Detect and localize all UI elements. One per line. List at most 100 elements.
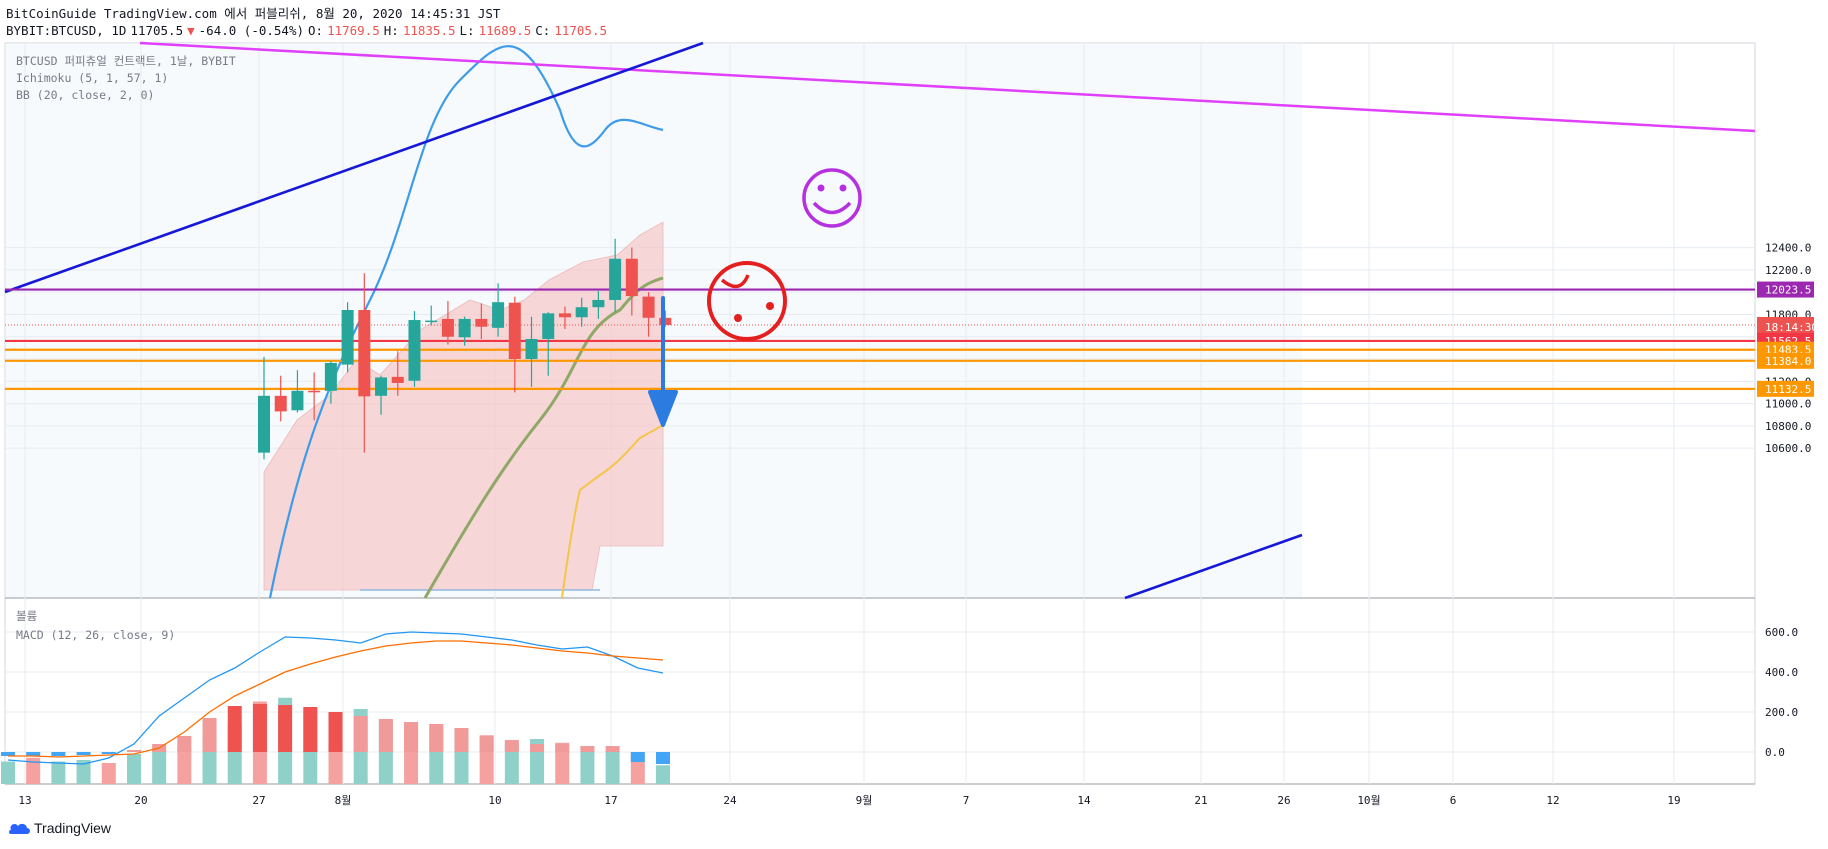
dizzy-face-icon xyxy=(707,261,787,341)
dizzy-face-brow-icon xyxy=(720,274,750,289)
macd-tick-label: 400.0 xyxy=(1765,666,1798,679)
macd-histogram-bar xyxy=(202,718,217,752)
low-label: L: xyxy=(459,23,475,38)
candle-body[interactable] xyxy=(324,362,337,391)
candle-body[interactable] xyxy=(575,307,588,318)
candle-body[interactable] xyxy=(341,310,354,365)
candle-body[interactable] xyxy=(258,395,270,453)
happy-face-icon xyxy=(802,168,862,228)
time-tick-label: 20 xyxy=(134,794,147,807)
price-label-box xyxy=(1757,281,1814,298)
macd-histogram-bar xyxy=(328,712,343,752)
price-label: 18:14:30 xyxy=(1765,321,1818,334)
down-arrow-icon xyxy=(648,296,678,427)
descending-trend-line xyxy=(139,41,1756,133)
volume-legend: 볼륨 xyxy=(16,609,37,623)
candle-body[interactable] xyxy=(425,320,438,323)
candle-body[interactable] xyxy=(408,320,421,381)
price-tick-label: 10600.0 xyxy=(1765,442,1811,455)
time-tick-label: 13 xyxy=(18,794,31,807)
close-value: 11705.5 xyxy=(554,23,607,38)
candle-body[interactable] xyxy=(475,318,488,327)
macd-histogram-bar xyxy=(1,752,15,756)
macd-histogram-bar xyxy=(353,716,368,752)
macd-histogram-bar xyxy=(51,752,66,756)
candle-body[interactable] xyxy=(625,258,638,297)
ichimoku-legend: Ichimoku (5, 1, 57, 1) xyxy=(16,71,168,85)
publish-line: BitCoinGuide TradingView.com 에서 퍼블리쉬, 8월… xyxy=(6,6,501,21)
candle-body[interactable] xyxy=(375,377,388,396)
change-value: -64.0 (-0.54%) xyxy=(198,23,304,38)
volume-bar xyxy=(555,742,570,784)
price-label-box xyxy=(1757,319,1814,336)
close-label: C: xyxy=(535,23,551,38)
dizzy-face-eye-icon xyxy=(734,314,742,322)
volume-bar xyxy=(152,750,167,784)
happy-face-eye-icon xyxy=(817,184,825,192)
time-tick-label: 12 xyxy=(1546,794,1559,807)
volume-bar xyxy=(76,760,91,784)
macd-histogram-bar xyxy=(429,724,444,752)
candle-body[interactable] xyxy=(508,302,521,360)
macd-histogram-bar xyxy=(504,740,519,752)
volume-bar xyxy=(101,763,116,784)
candle-body[interactable] xyxy=(308,390,321,393)
candle-body[interactable] xyxy=(458,318,471,338)
candle-body[interactable] xyxy=(525,338,538,360)
volume-bar xyxy=(126,754,141,784)
footer-brand: TradingView xyxy=(34,820,112,836)
price-tick-label: 12200.0 xyxy=(1765,264,1811,277)
macd-tick-label: 600.0 xyxy=(1765,626,1798,639)
macd-histogram-bar xyxy=(580,746,595,752)
time-tick-label: 27 xyxy=(252,794,265,807)
symbol-label: BYBIT:BTCUSD, 1D xyxy=(6,23,127,38)
macd-histogram-bar xyxy=(479,736,494,752)
volume-bar xyxy=(51,761,66,784)
candle-body[interactable] xyxy=(391,376,404,383)
candle-body[interactable] xyxy=(492,302,505,328)
chart-header: BitCoinGuide TradingView.com 에서 퍼블리쉬, 8월… xyxy=(6,5,611,39)
symbol-legend: BTCUSD 퍼피츄얼 컨트랙트, 1날, BYBIT xyxy=(16,54,236,68)
volume-bar xyxy=(1,761,15,784)
open-value: 11769.5 xyxy=(327,23,380,38)
macd-histogram-bar xyxy=(101,752,116,754)
footer: TradingView xyxy=(8,820,111,836)
last-price: 11705.5 xyxy=(130,23,184,38)
price-tick-label: 11000.0 xyxy=(1765,398,1811,411)
time-tick-label: 21 xyxy=(1194,794,1207,807)
open-label: O: xyxy=(308,23,324,38)
low-value: 11689.5 xyxy=(478,23,532,38)
candle-body[interactable] xyxy=(659,317,672,325)
price-tick-label: 10800.0 xyxy=(1765,420,1811,433)
time-tick-label: 9월 xyxy=(856,794,873,807)
ichimoku-lagging-line xyxy=(561,424,664,599)
candle-body[interactable] xyxy=(358,310,371,397)
price-label: 12023.5 xyxy=(1765,284,1811,297)
candle-body[interactable] xyxy=(609,258,622,300)
macd-histogram-bar xyxy=(227,706,242,752)
macd-histogram-bar xyxy=(530,744,545,752)
happy-face-eye-icon xyxy=(839,184,847,192)
candle-body[interactable] xyxy=(542,313,555,339)
candle-body[interactable] xyxy=(441,318,454,337)
macd-signal-line xyxy=(8,640,664,758)
time-tick-label: 19 xyxy=(1667,794,1680,807)
candle-body[interactable] xyxy=(274,395,287,412)
macd-tick-label: 200.0 xyxy=(1765,706,1798,719)
macd-histogram-bar xyxy=(630,752,645,762)
high-value: 11835.5 xyxy=(402,23,456,38)
price-tick-label: 12400.0 xyxy=(1765,242,1811,255)
bb-legend: BB (20, close, 2, 0) xyxy=(16,88,154,102)
time-tick-label: 10 xyxy=(488,794,501,807)
price-label: 11384.0 xyxy=(1765,355,1811,368)
happy-face-mouth-icon xyxy=(812,201,852,215)
candle-body[interactable] xyxy=(558,313,571,318)
volume-bar xyxy=(177,746,192,784)
candle-body[interactable] xyxy=(642,296,655,318)
candle-body[interactable] xyxy=(592,299,605,308)
volume-bar xyxy=(580,746,595,784)
macd-histogram-bar xyxy=(278,705,293,752)
tradingview-cloud-icon xyxy=(9,823,30,834)
candle-body[interactable] xyxy=(291,390,304,411)
